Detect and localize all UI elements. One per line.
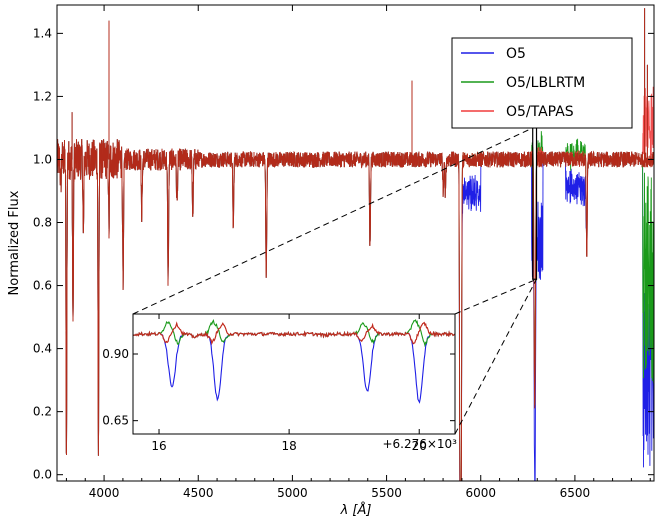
x-tick-label: 4000 — [89, 486, 120, 500]
inset-x-offset-label: +6.276×10³ — [382, 437, 457, 451]
y-tick-label: 1.0 — [33, 152, 52, 166]
inset-y-tick-label: 0.90 — [102, 347, 129, 361]
inset-x-tick-label: 18 — [281, 439, 296, 453]
x-tick-label: 5500 — [371, 486, 402, 500]
inset-y-tick-label: 0.65 — [102, 414, 129, 428]
zoom-connector-top-right — [454, 278, 537, 315]
inset-x-tick-label: 16 — [151, 439, 166, 453]
inset-ticks: 16 18 20 0.65 0.90 — [102, 314, 455, 453]
x-tick-label: 6000 — [465, 486, 496, 500]
y-axis-label: Normalized Flux — [7, 190, 22, 295]
main-ticks: 4000 4500 5000 5500 6000 6500 0.0 0.2 0.4 0.6 0.8 1… — [33, 5, 654, 500]
y-tick-label: 1.2 — [33, 89, 52, 103]
main-axes-frame — [56, 4, 655, 482]
zoom-connector-bottom-right — [454, 279, 537, 435]
inset-series-layer — [133, 319, 455, 404]
x-axis-label: λ [Å] — [340, 502, 372, 518]
y-tick-label: 0.8 — [33, 216, 52, 230]
x-tick-label: 6500 — [560, 486, 591, 500]
legend: O5 O5/LBLRTM O5/TAPAS — [451, 37, 633, 129]
inset-series-overlap — [133, 321, 455, 345]
inset-axes-frame — [132, 313, 456, 435]
y-tick-label: 0.2 — [33, 405, 52, 419]
inset-x-tick-label: 20 — [412, 439, 427, 453]
x-tick-label: 4500 — [183, 486, 214, 500]
x-tick-label: 5000 — [277, 486, 308, 500]
zoom-connector-top-left — [132, 127, 533, 315]
main-series-layer — [57, 8, 654, 481]
legend-label-o5-lblrtm: O5/LBLRTM — [506, 75, 585, 91]
legend-label-o5: O5 — [506, 46, 526, 62]
y-tick-label: 0.4 — [33, 342, 52, 356]
y-tick-label: 0.0 — [33, 468, 52, 482]
series-overlap-line — [57, 8, 654, 481]
legend-label-o5-tapas: O5/TAPAS — [506, 104, 574, 120]
y-tick-label: 1.4 — [33, 26, 52, 40]
y-tick-label: 0.6 — [33, 279, 52, 293]
